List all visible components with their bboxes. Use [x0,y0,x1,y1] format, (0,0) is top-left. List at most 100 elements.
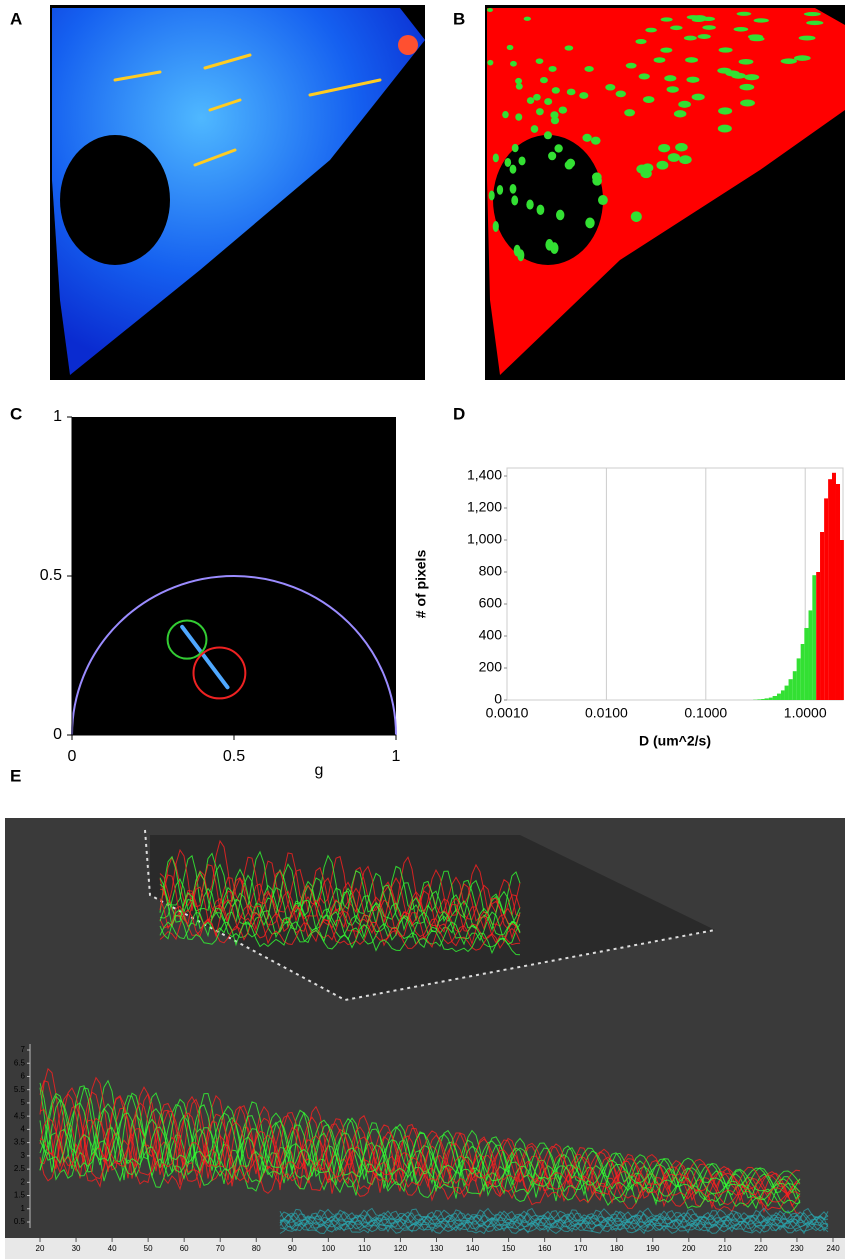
spot [579,92,589,99]
spot [615,90,627,98]
bar [831,472,836,700]
surface-frame [144,829,716,1002]
spot [731,72,746,79]
bar [761,699,765,700]
y-tick-label: 800 [479,563,503,579]
cursor-circle [192,646,247,700]
x-tick-label: 1.0000 [784,705,827,721]
bar [812,575,817,700]
surface-line [159,870,521,932]
surface-line [159,909,521,951]
surface-line [39,1091,801,1203]
spot [624,109,636,117]
bar [772,696,777,700]
x-tick-label: 240 [826,1244,840,1253]
spot [556,209,565,221]
y-tick-label: 6.5 [14,1058,26,1067]
spot [592,176,602,186]
x-tick-label: 190 [646,1244,660,1253]
surface-line [39,1076,801,1211]
spot [550,116,560,125]
spot [658,143,671,153]
y-tick-label: 1.5 [14,1191,26,1200]
surface-line [159,914,521,956]
x-tick-label: 140 [466,1244,480,1253]
spot [739,83,755,91]
surface-line [39,1095,801,1196]
spot [511,143,519,153]
x-tick-label: 0 [68,748,77,765]
spot [526,199,534,210]
spot [656,160,669,170]
spot [605,84,616,91]
universal-circle [71,575,397,736]
spot [686,76,700,83]
surface-base [150,835,715,1000]
spot [540,77,548,84]
spot [566,88,576,96]
spot [509,164,517,174]
spot [566,158,576,168]
spot [717,124,732,133]
spot [645,27,657,33]
plot-frame [506,467,844,701]
spot [536,204,545,216]
spot [691,93,705,101]
spot [736,11,752,16]
panel-label: C [10,404,22,423]
y-tick-label: 3 [21,1151,26,1160]
spot [526,97,535,105]
spot [653,57,666,63]
cell-b [487,8,845,375]
bar [816,572,821,700]
spot [506,44,514,51]
spot [753,18,769,23]
panel-label: A [10,9,22,28]
spot [515,83,523,90]
bar [835,484,841,700]
spot [641,163,654,173]
spot [545,239,554,251]
spot [692,15,707,20]
spot [738,58,754,65]
y-tick-label: 5.5 [14,1085,26,1094]
y-tick-label: 2.5 [14,1164,26,1173]
nucleus-b [493,135,603,265]
spot [625,62,637,69]
spot [678,100,691,108]
surface-line [159,839,521,917]
spot [536,108,544,116]
spot [733,26,749,32]
panel-label: D [453,404,465,423]
spot [582,133,592,142]
panel-label: E [10,766,21,785]
spot [635,39,647,45]
spot [670,25,683,31]
x-tick-label: 0.0010 [486,705,529,721]
bar [796,658,801,700]
x-tick-label: 100 [322,1244,336,1253]
y-tick-label: 3.5 [14,1138,26,1147]
spot [667,153,681,162]
y-axis-label: # of pixels [413,550,429,619]
surface-line [39,1094,801,1195]
spot [664,75,677,82]
bar [780,690,785,700]
spot [496,185,504,195]
spot [793,55,811,61]
y-tick-label: 0.5 [40,567,62,584]
spot [585,217,595,229]
x-tick-label: 1 [392,748,401,765]
y-tick-label: 6 [21,1072,26,1081]
y-tick-label: 400 [479,627,503,643]
surface-shadow [279,1220,829,1235]
spot [590,136,601,145]
x-tick-label: 160 [538,1244,552,1253]
y-tick-label: 0 [53,726,62,743]
spot [504,158,512,167]
bar [776,693,781,700]
surface-line [159,907,521,948]
bar [764,698,769,700]
bar [824,498,829,700]
